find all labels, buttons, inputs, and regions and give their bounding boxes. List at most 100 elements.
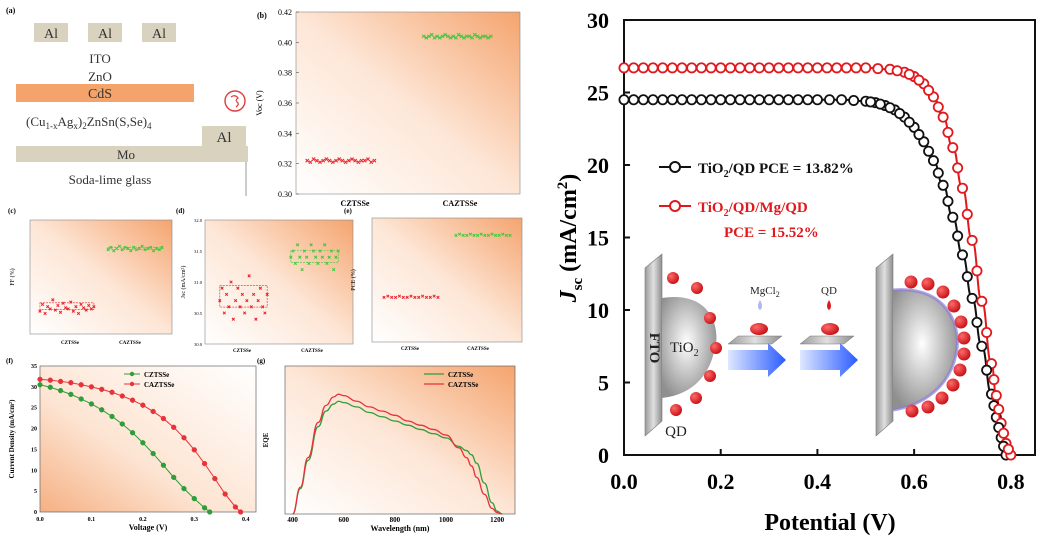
al-contact-1-label: Al	[44, 27, 58, 42]
series-marker-1-mid	[952, 230, 964, 242]
process-arrow-2	[800, 343, 858, 377]
point-2-1	[424, 35, 429, 40]
main-xtick: 0.8	[997, 469, 1025, 494]
eqe-xlabel: Wavelength (nm)	[371, 524, 430, 533]
box-1	[219, 285, 268, 308]
eqe-xtick: 800	[390, 516, 401, 524]
point-2-15	[462, 35, 466, 40]
series-marker-1-extra	[773, 94, 785, 106]
voc-plot-area	[295, 11, 521, 195]
series-marker-2-2	[715, 62, 727, 74]
panel-c-tag: (c)	[8, 207, 16, 215]
series-marker-1-14	[937, 179, 949, 191]
point-1-7	[56, 303, 60, 308]
point-2-24	[486, 35, 491, 40]
point-1-4	[397, 294, 402, 298]
jv-plot-area	[39, 365, 257, 513]
series-marker-1-1	[47, 384, 53, 390]
point-2-0	[454, 233, 458, 238]
ff-category-1: CZTSSe	[61, 341, 80, 346]
point-1-9	[61, 301, 65, 305]
point-2-18	[470, 35, 475, 40]
series-marker-1-9	[129, 430, 136, 436]
eqe-xtick: 600	[339, 516, 350, 524]
series-marker-2-20	[237, 509, 244, 515]
point-1-2	[311, 157, 316, 162]
al-back-label: Al	[217, 130, 232, 146]
point-1-0	[305, 158, 310, 163]
series-marker-1-mid	[874, 98, 886, 110]
mgcl2-plate	[727, 335, 783, 345]
panel-a-tag: (a)	[6, 6, 16, 15]
jsc-panel: (d) Jsc (mA/cm²) 32.0 31.5 31.0 30.5 30.0 CZ…	[176, 207, 354, 354]
series-marker-2-15	[191, 447, 197, 453]
series-marker-2-mid	[993, 403, 1005, 415]
point-2-11	[451, 34, 456, 39]
point-1-20	[263, 311, 267, 315]
pce-category-1: CZTSSe	[401, 347, 420, 352]
al-contact-3-label: Al	[152, 27, 166, 42]
final-tio2-particle	[893, 289, 958, 410]
point-2-14	[504, 233, 509, 238]
jv-legend: CZTSSe CAZTSSe	[124, 371, 174, 389]
point-1-18	[84, 308, 88, 312]
jv-ytick: 5	[34, 489, 37, 495]
point-2-14	[320, 255, 325, 259]
series-marker-1-mid	[981, 364, 993, 376]
point-2-9	[309, 243, 313, 247]
point-2-3	[295, 243, 300, 247]
qd-dots-left	[667, 272, 722, 416]
series-marker-2-extra	[637, 62, 649, 74]
eqe-xtick: 1000	[439, 516, 454, 524]
ff-panel: (c) FF (%) CZTSSe CAZTSSe	[8, 207, 173, 346]
point-2-12	[453, 35, 458, 40]
jv-legend-label-1: CZTSSe	[144, 371, 169, 379]
series-marker-2-9	[129, 397, 136, 403]
main-ytick: 25	[587, 81, 609, 106]
series-marker-1-6	[99, 407, 105, 413]
point-2-5	[120, 247, 124, 252]
series-marker-1-extra	[734, 94, 746, 106]
series-marker-2-mid	[988, 374, 1000, 386]
series-marker-1-mid	[932, 167, 944, 179]
series-marker-2-mid	[891, 65, 903, 77]
qd-plate	[799, 335, 855, 345]
jv-xlabel: Voltage (V)	[129, 523, 168, 532]
jv-xtick: 0.2	[139, 517, 147, 523]
jsc-ytick: 30.0	[194, 342, 203, 347]
series-marker-1-7	[109, 413, 115, 420]
series-marker-1-extra	[792, 94, 804, 106]
pce-plot-area	[371, 217, 523, 343]
series-marker-2-3	[68, 380, 74, 386]
point-2-19	[332, 267, 336, 272]
point-2-17	[467, 34, 472, 39]
point-2-8	[307, 261, 311, 266]
voc-ylabel: Voc (V)	[255, 90, 264, 116]
point-2-2	[461, 233, 465, 238]
jsc-ytick: 32.0	[194, 218, 203, 223]
jsc-ylabel: Jsc (mA/cm²)	[180, 266, 187, 299]
eqe-legend-label-2: CAZTSSe	[448, 381, 478, 389]
panel-g-tag: (g)	[257, 357, 266, 365]
jv-xtick: 0.4	[242, 517, 250, 523]
series-marker-2-extra	[676, 62, 688, 74]
point-1-17	[81, 306, 86, 310]
jv-ytick: 0	[34, 510, 37, 516]
point-1-20	[89, 307, 93, 311]
series-marker-2-13	[956, 182, 968, 194]
point-1-6	[405, 295, 409, 300]
series-marker-2-mid	[903, 68, 915, 80]
series-marker-1-5	[88, 401, 95, 407]
eqe-legend-label-1: CZTSSe	[448, 371, 473, 379]
mo-label: Mo	[117, 147, 135, 162]
point-2-6	[123, 245, 127, 250]
series-marker-2-15	[976, 295, 988, 307]
series-marker-1-extra	[848, 94, 860, 106]
series-marker-2-extra	[773, 62, 785, 74]
series-marker-2-extra	[686, 62, 698, 74]
series-marker-2-extra	[792, 62, 804, 74]
series-marker-1-mid	[884, 102, 896, 114]
point-1-14	[249, 305, 254, 309]
point-2-7	[440, 34, 445, 39]
series-marker-2-mid	[923, 84, 935, 96]
